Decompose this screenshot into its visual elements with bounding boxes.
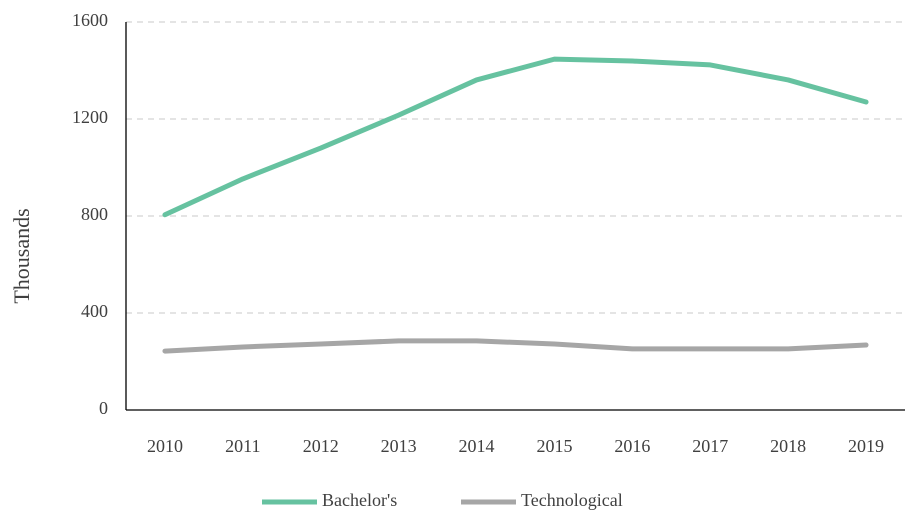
x-tick-label: 2013: [381, 436, 417, 456]
y-tick-label: 1600: [72, 10, 108, 30]
x-tick-label: 2012: [303, 436, 339, 456]
series-line: [162, 56, 869, 218]
x-tick-label: 2018: [770, 436, 806, 456]
x-tick-label: 2016: [614, 436, 650, 456]
x-tick-label: 2017: [692, 436, 728, 456]
x-tick-label: 2015: [536, 436, 572, 456]
x-tick-label: 2019: [848, 436, 884, 456]
x-tick-label: 2010: [147, 436, 183, 456]
x-tick-label: 2014: [459, 436, 495, 456]
y-tick-label: 800: [81, 204, 108, 224]
legend-label: Bachelor's: [322, 490, 397, 510]
x-tick-label: 2011: [225, 436, 260, 456]
y-tick-label: 0: [99, 398, 108, 418]
y-axis-label: Thousands: [9, 208, 34, 303]
legend-label: Technological: [521, 490, 623, 510]
series-line: [162, 338, 869, 354]
y-tick-label: 1200: [72, 107, 108, 127]
y-tick-label: 400: [81, 301, 108, 321]
